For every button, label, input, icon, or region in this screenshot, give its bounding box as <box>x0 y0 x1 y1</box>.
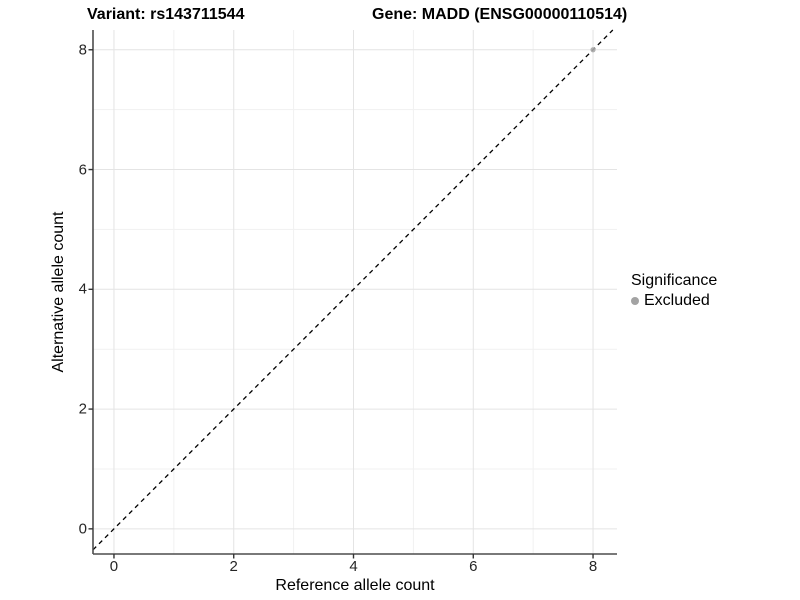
plot-title-gene: Gene: MADD (ENSG00000110514) <box>372 6 628 23</box>
y-tick-label: 8 <box>78 41 87 59</box>
y-tick-label: 6 <box>78 161 87 179</box>
x-tick-label: 0 <box>109 558 119 575</box>
legend-point-icon <box>631 297 639 305</box>
x-tick-label: 6 <box>469 558 478 575</box>
data-point <box>590 47 596 53</box>
y-tick-label: 4 <box>78 280 87 298</box>
x-tick-label: 4 <box>349 558 358 575</box>
identity-dashed-line <box>92 29 614 551</box>
x-tick-label: 8 <box>588 558 598 575</box>
legend: Significance Excluded <box>631 271 717 310</box>
legend-item-label: Excluded <box>644 292 710 309</box>
y-tick-label: 0 <box>78 520 87 538</box>
y-tick-label: 2 <box>78 400 87 418</box>
legend-item-excluded: Excluded <box>631 292 717 310</box>
x-tick-label: 2 <box>229 558 238 575</box>
x-axis-title: Reference allele count <box>275 577 435 594</box>
legend-title: Significance <box>631 272 718 289</box>
plot-title-variant: Variant: rs143711544 <box>87 6 245 23</box>
